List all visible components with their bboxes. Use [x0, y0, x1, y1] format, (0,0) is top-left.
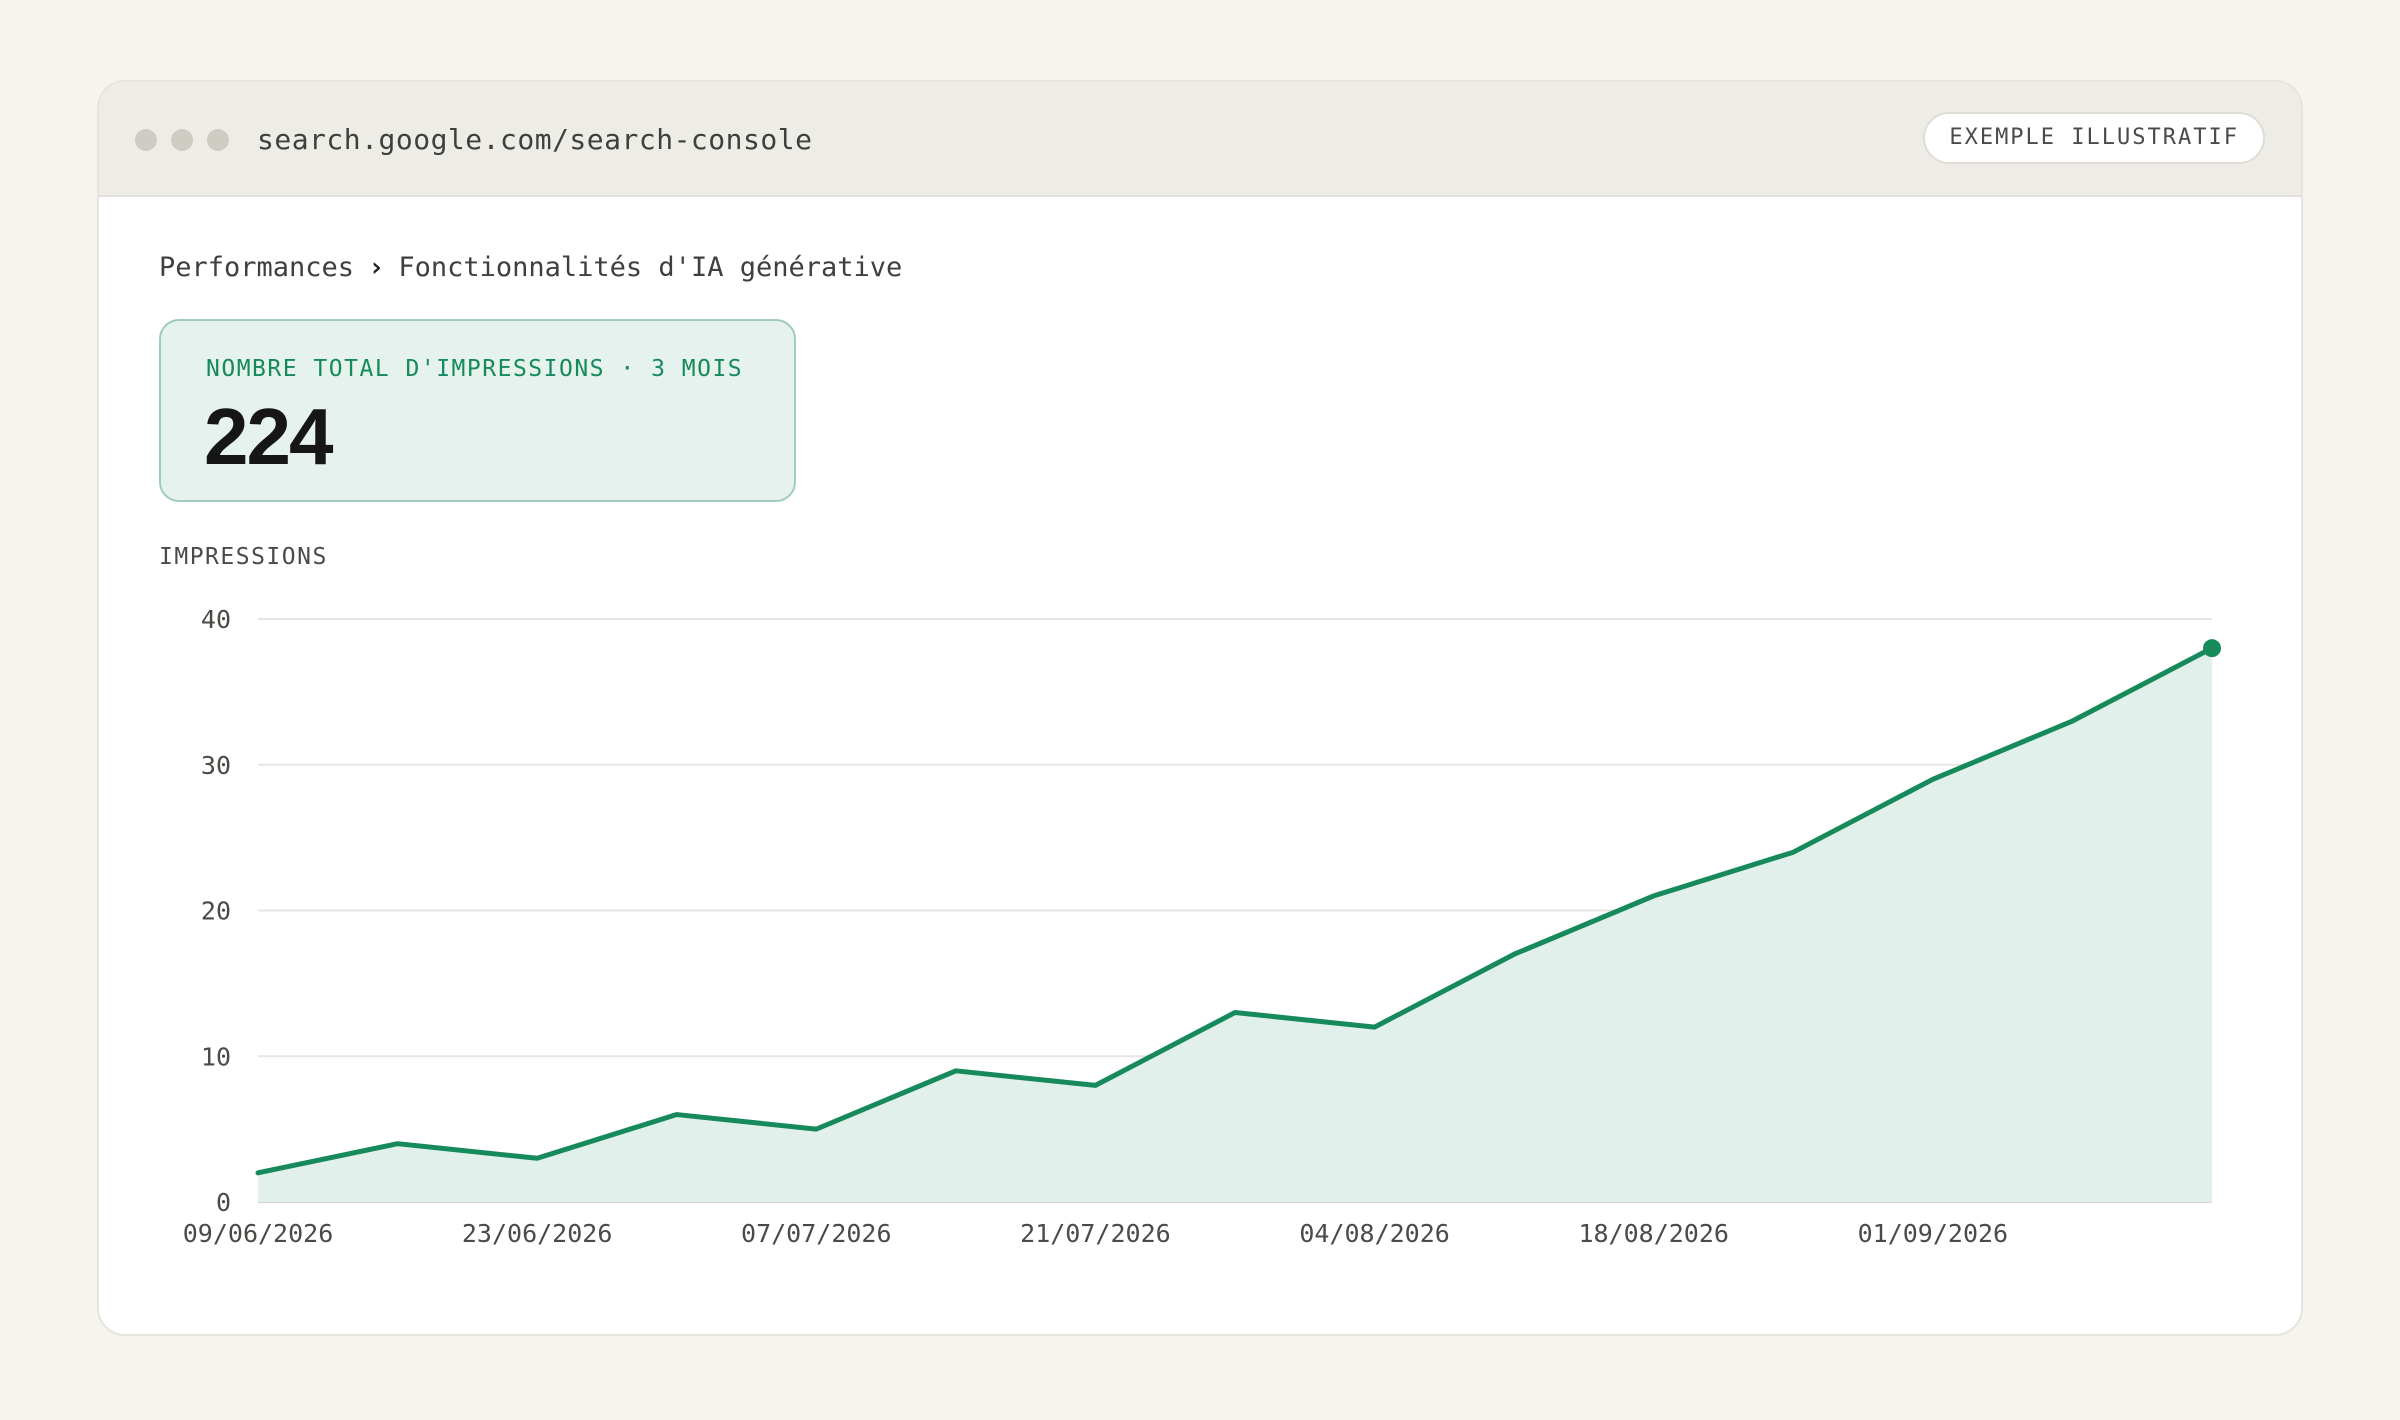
- y-tick-label: 40: [201, 605, 231, 634]
- kpi-value: 224: [204, 392, 333, 481]
- title-bar: search.google.com/search-console EXEMPLE…: [99, 82, 2301, 197]
- y-tick-label: 0: [216, 1188, 231, 1217]
- series-area: [258, 648, 2212, 1202]
- impressions-chart: 0 10 20 30 40 09/06/2026 23/06/2026 07/07/2026 2…: [183, 605, 2221, 1248]
- window-dot-icon[interactable]: [171, 129, 193, 151]
- x-tick-label: 23/06/2026: [462, 1219, 613, 1248]
- y-tick-label: 30: [201, 751, 231, 780]
- total-impressions-card[interactable]: NOMBRE TOTAL D'IMPRESSIONS · 3 MOIS 224: [159, 319, 796, 502]
- y-tick-label: 20: [201, 897, 231, 926]
- breadcrumb: Performances › Fonctionnalités d'IA généra…: [159, 248, 902, 288]
- x-tick-label: 04/08/2026: [1299, 1219, 1450, 1248]
- browser-window: search.google.com/search-console EXEMPLE…: [97, 80, 2303, 1336]
- y-tick-label: 10: [201, 1042, 231, 1071]
- breadcrumb-parent[interactable]: Performances: [159, 252, 355, 283]
- x-tick-label: 07/07/2026: [741, 1219, 892, 1248]
- address-bar-url[interactable]: search.google.com/search-console: [257, 123, 813, 156]
- x-tick-label: 18/08/2026: [1578, 1219, 1729, 1248]
- x-tick-label: 01/09/2026: [1858, 1219, 2009, 1248]
- x-tick-label: 21/07/2026: [1020, 1219, 1171, 1248]
- series-line: [255, 645, 2215, 1176]
- breadcrumb-current: Fonctionnalités d'IA générative: [398, 252, 903, 283]
- kpi-label: NOMBRE TOTAL D'IMPRESSIONS · 3 MOIS: [206, 356, 744, 382]
- breadcrumb-separator: ›: [368, 252, 385, 283]
- window-dot-icon[interactable]: [207, 129, 229, 151]
- illustrative-badge: EXEMPLE ILLUSTRATIF: [1923, 112, 2265, 164]
- chart-y-axis-label: IMPRESSIONS: [159, 544, 328, 570]
- x-tick-label: 09/06/2026: [183, 1219, 334, 1248]
- last-data-point: [2203, 639, 2221, 658]
- window-dot-icon[interactable]: [135, 129, 157, 151]
